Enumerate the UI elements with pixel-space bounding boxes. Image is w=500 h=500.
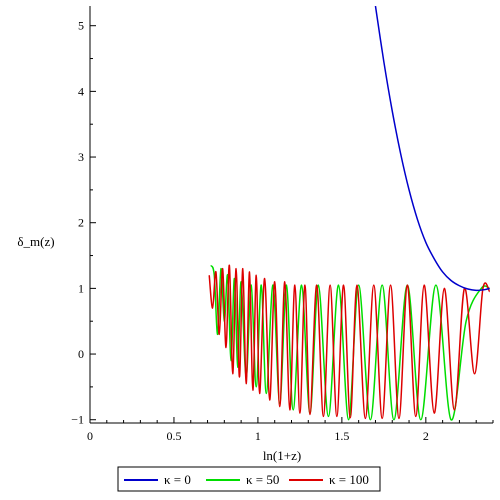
- legend-label: κ = 50: [246, 472, 279, 487]
- x-tick-label: 0: [87, 429, 93, 443]
- legend: κ = 0 κ = 50 κ = 100: [117, 466, 381, 492]
- x-tick-label: 2: [423, 429, 429, 443]
- y-tick-label: 5: [78, 19, 84, 33]
- x-tick-label: 1: [255, 429, 261, 443]
- x-axis-label: ln(1+z): [263, 448, 301, 463]
- y-tick-label: −1: [71, 413, 84, 427]
- y-tick-label: 1: [78, 281, 84, 295]
- series-line-kappa-0: [374, 6, 490, 292]
- y-tick-label: 2: [78, 216, 84, 230]
- x-tick-label: 1.5: [334, 429, 349, 443]
- y-tick-label: 4: [78, 84, 84, 98]
- legend-box: [117, 466, 381, 492]
- series-layer: [208, 6, 491, 421]
- y-axis-label: δ_m(z): [17, 234, 54, 249]
- x-tick-label: 0.5: [166, 429, 181, 443]
- legend-label: κ = 100: [329, 472, 369, 487]
- y-tick-label: 3: [78, 150, 84, 164]
- legend-label: κ = 0: [164, 472, 191, 487]
- y-tick-label: 0: [78, 347, 84, 361]
- series-line-kappa-100: [208, 264, 491, 420]
